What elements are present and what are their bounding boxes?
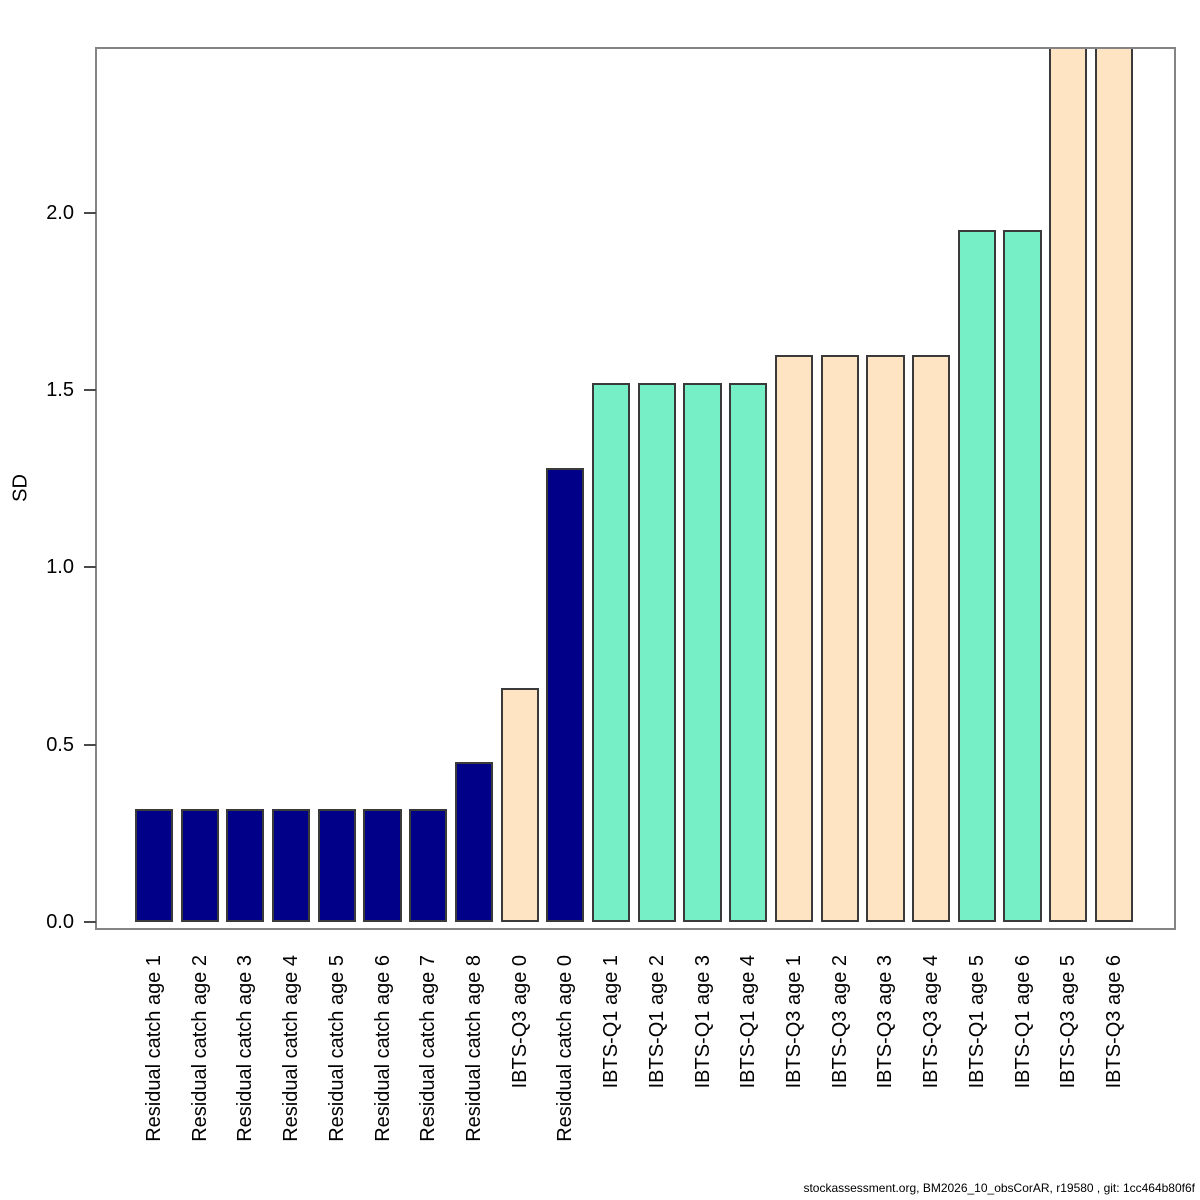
x-axis-tick-label: IBTS-Q3 age 2 <box>828 955 851 1089</box>
bar-residual-catch-age-3 <box>226 808 265 922</box>
x-axis-tick-label: IBTS-Q1 age 4 <box>737 955 760 1089</box>
y-axis-tick-mark <box>84 566 96 569</box>
x-axis-tick-label: Residual catch age 8 <box>463 955 485 1142</box>
y-axis-tick-label: 0.0 <box>46 911 74 933</box>
y-axis-tick-label: 2.0 <box>46 201 74 224</box>
x-axis-tick-label: IBTS-Q3 age 1 <box>783 955 805 1089</box>
bar-residual-catch-age-8 <box>454 762 494 922</box>
x-axis-tick-label: IBTS-Q3 age 6 <box>1103 955 1125 1089</box>
bar-ibts-q3-age-5 <box>1049 47 1088 922</box>
x-axis-tick-label: IBTS-Q1 age 3 <box>691 955 714 1089</box>
y-axis-tick-label: 0.5 <box>46 733 74 756</box>
y-axis-tick-mark <box>84 389 96 391</box>
bar-ibts-q3-age-3 <box>866 354 905 922</box>
bar-residual-catch-age-2 <box>180 808 219 922</box>
footer-note: stockassessment.org, BM2026_10_obsCorAR,… <box>803 1181 1195 1195</box>
x-axis-tick-label: IBTS-Q3 age 5 <box>1057 955 1080 1089</box>
bar-residual-catch-age-1 <box>134 808 174 922</box>
x-axis-tick-label: Residual catch age 3 <box>234 955 257 1142</box>
bar-ibts-q3-age-0 <box>500 687 539 922</box>
x-axis-tick-label: Residual catch age 5 <box>325 955 348 1142</box>
x-axis-tick-label: Residual catch age 6 <box>371 955 394 1142</box>
bar-ibts-q1-age-6 <box>1003 230 1042 922</box>
x-axis-tick-label: IBTS-Q3 age 4 <box>920 955 943 1089</box>
x-axis-tick-label: IBTS-Q1 age 1 <box>600 955 623 1089</box>
y-axis-tick-label: 1.0 <box>46 556 74 579</box>
bar-ibts-q1-age-5 <box>957 230 996 922</box>
bar-residual-catch-age-0 <box>546 468 585 922</box>
y-axis-title: SD <box>9 474 32 502</box>
bar-residual-catch-age-4 <box>271 808 311 922</box>
bar-residual-catch-age-5 <box>317 808 356 922</box>
x-axis-tick-label: Residual catch age 0 <box>554 955 577 1142</box>
bar-ibts-q3-age-2 <box>820 354 859 922</box>
x-axis-tick-label: IBTS-Q1 age 2 <box>645 955 668 1089</box>
x-axis-tick-label: IBTS-Q1 age 6 <box>1011 955 1034 1089</box>
bar-ibts-q3-age-6 <box>1094 47 1134 922</box>
x-axis-tick-label: Residual catch age 7 <box>417 955 440 1142</box>
y-axis-tick-mark <box>84 921 96 923</box>
bar-ibts-q1-age-2 <box>637 382 676 922</box>
plot-area <box>95 47 1176 930</box>
x-axis-tick-label: Residual catch age 1 <box>143 955 165 1142</box>
bar-ibts-q3-age-1 <box>774 354 814 922</box>
y-axis-tick-mark <box>84 211 96 214</box>
bar-residual-catch-age-7 <box>409 808 448 922</box>
x-axis-tick-label: IBTS-Q1 age 5 <box>965 955 988 1089</box>
x-axis-tick-label: Residual catch age 4 <box>280 955 303 1142</box>
bar-ibts-q3-age-4 <box>912 354 951 922</box>
bar-ibts-q1-age-1 <box>592 382 631 922</box>
x-axis-tick-label: IBTS-Q3 age 0 <box>508 955 531 1089</box>
bar-residual-catch-age-6 <box>363 808 402 922</box>
x-axis-tick-label: IBTS-Q3 age 3 <box>874 955 897 1089</box>
y-axis-tick-mark <box>84 743 96 746</box>
bar-ibts-q1-age-4 <box>729 382 768 922</box>
x-axis-tick-label: Residual catch age 2 <box>188 955 211 1142</box>
bar-ibts-q1-age-3 <box>683 382 722 922</box>
y-axis-tick-label: 1.5 <box>46 379 74 401</box>
